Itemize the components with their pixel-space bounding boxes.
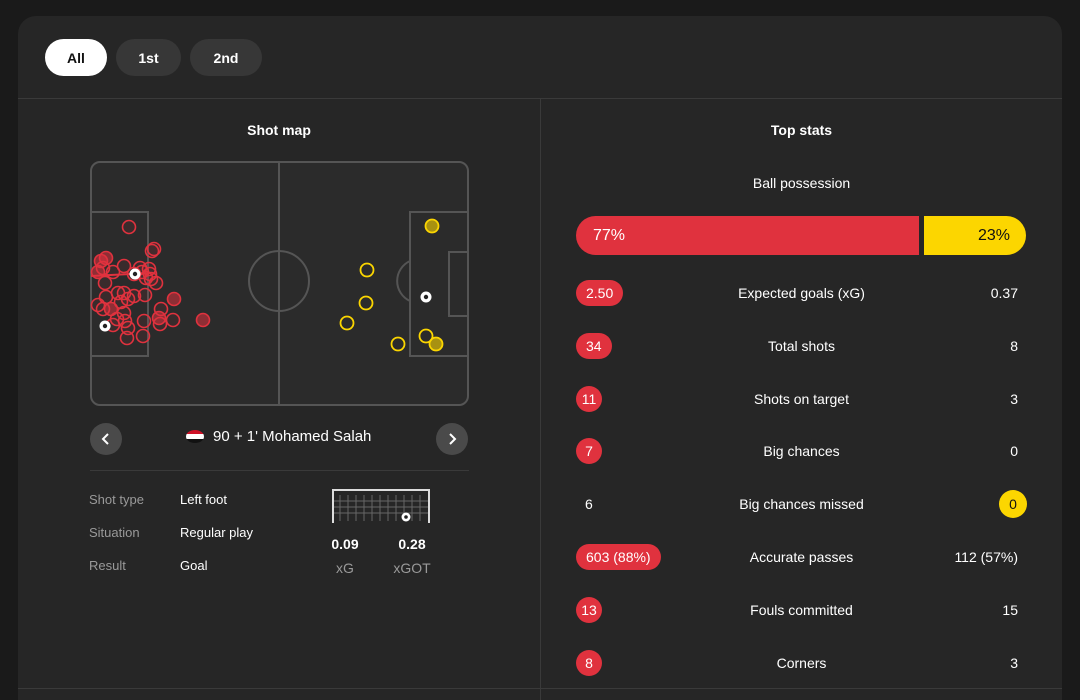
xg-value: 0.09	[331, 536, 359, 552]
stat-row-fouls: 13 Fouls committed 15	[541, 595, 1062, 625]
stat-label: Shots on target	[754, 391, 849, 407]
chevron-right-icon	[449, 433, 457, 445]
home-goal-ball-icon[interactable]	[129, 268, 141, 280]
home-shot-marker[interactable]	[166, 291, 182, 307]
xgot-label: xGOT	[393, 560, 431, 576]
home-shot-marker[interactable]	[195, 312, 211, 328]
stat-row-big-chances-missed: 6 Big chances missed 0	[541, 489, 1062, 519]
home-stat-value: 13	[576, 597, 602, 623]
stat-label: Total shots	[768, 338, 835, 354]
home-shot-marker[interactable]	[121, 219, 137, 235]
previous-shot-button[interactable]	[90, 423, 122, 455]
home-possession-bar: 77%	[576, 216, 919, 255]
possession-label: Ball possession	[752, 175, 851, 191]
stat-row-accurate-passes: 603 (88%) Accurate passes 112 (57%)	[541, 542, 1062, 572]
goal-frame-graphic	[332, 489, 430, 523]
shot-type-value: Left foot	[180, 492, 227, 507]
top-stats-title: Top stats	[770, 122, 833, 138]
home-shot-marker[interactable]	[137, 287, 153, 303]
match-stats-card: All 1st 2nd Shot map 90 +	[18, 16, 1062, 700]
stat-label: Fouls committed	[750, 602, 853, 618]
away-stat-value: 0	[999, 490, 1027, 518]
away-stat-value: 8	[1010, 338, 1018, 354]
home-shot-marker[interactable]	[97, 275, 113, 291]
header-divider	[18, 98, 1062, 99]
stat-label: Big chances	[763, 443, 840, 459]
away-stat-value: 15	[1002, 602, 1018, 618]
home-shot-marker[interactable]	[141, 261, 157, 277]
home-shot-marker[interactable]	[116, 258, 132, 274]
home-shot-marker[interactable]	[165, 312, 181, 328]
situation-label: Situation	[89, 525, 140, 540]
home-shot-marker[interactable]	[119, 330, 135, 346]
tab-all[interactable]: All	[45, 39, 107, 76]
shot-map-title: Shot map	[247, 122, 311, 138]
home-shot-marker[interactable]	[126, 288, 142, 304]
next-shot-button[interactable]	[436, 423, 468, 455]
egypt-flag-icon	[186, 430, 204, 443]
home-stat-value: 7	[576, 438, 602, 464]
stat-row-xg: 2.50 Expected goals (xG) 0.37	[541, 278, 1062, 308]
shot-type-label: Shot type	[89, 492, 144, 507]
home-stat-value: 2.50	[576, 280, 624, 306]
home-shot-markers	[90, 219, 211, 346]
away-shot-marker[interactable]	[418, 328, 434, 344]
situation-value: Regular play	[180, 525, 253, 540]
home-shot-marker[interactable]	[105, 264, 121, 280]
stat-row-total-shots: 34 Total shots 8	[541, 331, 1062, 361]
away-shot-marker[interactable]	[339, 315, 355, 331]
away-shot-marker[interactable]	[390, 336, 406, 352]
stat-row-big-chances: 7 Big chances 0	[541, 436, 1062, 466]
selected-shot-label: 90 + 1' Mohamed Salah	[213, 428, 372, 445]
stat-label: Accurate passes	[749, 549, 854, 565]
home-stat-value: 34	[576, 333, 612, 359]
stat-label: Expected goals (xG)	[738, 285, 865, 301]
home-stat-value: 6	[585, 496, 593, 512]
away-stat-value: 112 (57%)	[954, 549, 1018, 565]
home-shot-marker[interactable]	[135, 328, 151, 344]
home-shot-marker[interactable]	[136, 313, 152, 329]
home-shot-marker[interactable]	[151, 310, 167, 326]
tab-second-half[interactable]: 2nd	[190, 39, 262, 76]
shot-map-pitch[interactable]	[90, 161, 469, 406]
home-shot-marker[interactable]	[144, 243, 160, 259]
home-stat-value: 603 (88%)	[576, 544, 661, 570]
home-goal-ball-icon[interactable]	[99, 320, 111, 332]
result-label: Result	[89, 558, 126, 573]
shot-detail-divider	[90, 470, 469, 471]
home-shot-marker[interactable]	[117, 313, 133, 329]
away-stat-value: 3	[1010, 655, 1018, 671]
home-shot-marker[interactable]	[90, 264, 106, 280]
away-shot-marker[interactable]	[359, 262, 375, 278]
away-shot-marker[interactable]	[424, 218, 440, 234]
away-shot-marker[interactable]	[428, 336, 444, 352]
period-tabs: All 1st 2nd	[45, 39, 262, 76]
footer-divider	[18, 688, 1062, 689]
tab-first-half[interactable]: 1st	[116, 39, 181, 76]
away-shot-marker[interactable]	[358, 295, 374, 311]
stat-row-shots-on-target: 11 Shots on target 3	[541, 384, 1062, 414]
column-divider	[540, 99, 541, 700]
away-shot-markers	[339, 218, 444, 352]
away-possession-bar: 23%	[924, 216, 1026, 255]
xg-label: xG	[336, 560, 354, 576]
xgot-value: 0.28	[398, 536, 426, 552]
away-stat-value: 0.37	[990, 285, 1018, 301]
chevron-left-icon	[101, 433, 109, 445]
home-stat-value: 8	[576, 650, 602, 676]
result-value: Goal	[180, 558, 208, 573]
stat-label: Big chances missed	[739, 496, 864, 512]
goal-ball-icon	[401, 512, 411, 522]
away-stat-value: 3	[1010, 391, 1018, 407]
away-goal-ball-icon[interactable]	[420, 291, 432, 303]
home-shot-marker[interactable]	[146, 241, 162, 257]
stat-row-corners: 8 Corners 3	[541, 648, 1062, 678]
selected-shot-player: 90 + 1' Mohamed Salah	[186, 428, 371, 445]
stat-label: Corners	[776, 655, 827, 671]
home-stat-value: 11	[576, 386, 602, 412]
away-stat-value: 0	[1010, 443, 1018, 459]
